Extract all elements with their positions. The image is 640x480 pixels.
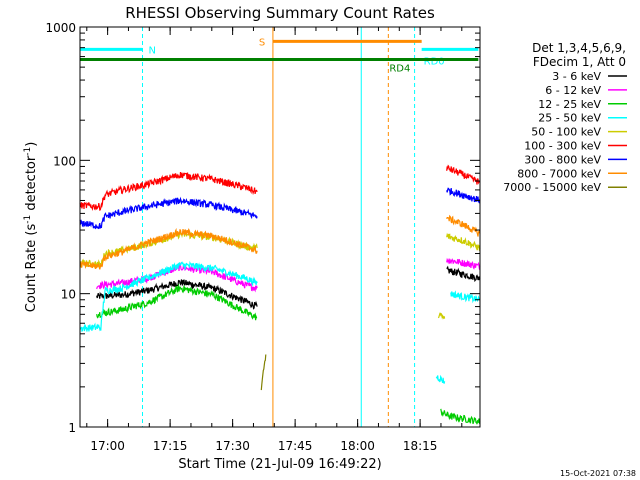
series-300-800-kev (79, 187, 481, 230)
data-series (79, 164, 481, 425)
series-line-2-0 (96, 283, 258, 321)
x-tick-label-1: 17:15 (153, 439, 188, 453)
footer-timestamp: 15-Oct-2021 07:38 (560, 469, 636, 478)
legend: Det 1,3,4,5,6,9, FDecim 1, Att 0 3 - 6 k… (503, 41, 627, 194)
vertical-lines (79, 27, 416, 427)
legend-entry-label: 800 - 7000 keV (517, 167, 601, 180)
y-tick-label-1: 10 (61, 288, 76, 302)
flag-bars: N S RD0 RD4 (80, 37, 479, 75)
legend-entry-label: 50 - 100 keV (531, 126, 601, 139)
legend-entry: 6 - 12 keV (545, 84, 627, 97)
legend-entry: 7000 - 15000 keV (503, 181, 627, 194)
legend-entry-label: 6 - 12 keV (545, 84, 601, 97)
series-12-25-kev (96, 283, 481, 425)
series-line-4-1 (437, 312, 446, 320)
legend-entry-label: 100 - 300 keV (524, 140, 601, 153)
legend-header-detectors: Det 1,3,4,5,6,9, (532, 41, 626, 55)
series-25-50-kev (79, 260, 481, 384)
legend-entry-label: 12 - 25 keV (538, 98, 601, 111)
y-axis: 1 10 100 1000 (45, 21, 480, 435)
legend-entry: 50 - 100 keV (531, 126, 627, 139)
chart-title: RHESSI Observing Summary Count Rates (125, 4, 435, 22)
series-line-2-1 (440, 408, 481, 425)
flag-label-n: N (149, 45, 156, 56)
series-line-5-1 (446, 164, 481, 185)
series-line-7-1 (446, 214, 481, 237)
series-line-0-1 (446, 265, 481, 283)
legend-entry: 800 - 7000 keV (517, 167, 627, 180)
legend-entry-label: 25 - 50 keV (538, 112, 601, 125)
series-800-7000-kev (79, 214, 481, 270)
legend-entry-label: 300 - 800 keV (524, 153, 601, 166)
series-line-0-0 (96, 279, 258, 310)
flag-label-rd4: RD4 (389, 64, 410, 75)
series-line-6-1 (446, 187, 481, 204)
series-line-6-0 (79, 196, 258, 230)
series-line-4-2 (446, 232, 481, 251)
x-tick-label-5: 18:15 (403, 439, 438, 453)
legend-entry: 100 - 300 keV (524, 140, 627, 153)
plot-frame (79, 26, 481, 428)
legend-entry: 3 - 6 keV (552, 70, 627, 83)
y-tick-label-0: 1 (68, 421, 76, 435)
plot-layers: N S RD0 RD4 (79, 27, 481, 427)
series-line-7-0 (79, 227, 258, 270)
series-line-8-0 (260, 354, 267, 391)
flag-label-rd0: RD0 (424, 56, 445, 67)
legend-entry: 300 - 800 keV (524, 153, 627, 166)
series-line-5-0 (79, 172, 258, 211)
x-tick-label-0: 17:00 (90, 439, 125, 453)
x-tick-label-3: 17:45 (278, 439, 313, 453)
series-line-3-0 (79, 260, 258, 332)
legend-entry: 12 - 25 keV (538, 98, 627, 111)
legend-entry-label: 3 - 6 keV (552, 70, 601, 83)
flag-label-s: S (259, 37, 265, 48)
series-3-6-kev (96, 265, 481, 310)
legend-entry: 25 - 50 keV (538, 112, 627, 125)
series-line-1-1 (446, 257, 481, 270)
x-axis-label: Start Time (21-Jul-09 16:49:22) (178, 457, 381, 472)
series-100-300-kev (79, 164, 481, 211)
x-tick-label-2: 17:30 (215, 439, 250, 453)
series-line-3-1 (435, 374, 446, 384)
x-tick-label-4: 18:00 (340, 439, 375, 453)
legend-header-fdecim: FDecim 1, Att 0 (533, 55, 626, 69)
y-axis-label: Count Rate (s-1 detector-1) (23, 142, 39, 313)
y-tick-label-2: 100 (53, 154, 76, 168)
series-7000-15000-kev (260, 354, 267, 391)
legend-entry-label: 7000 - 15000 keV (503, 181, 601, 194)
x-axis: 17:00 17:15 17:30 17:45 18:00 18:15 (86, 27, 463, 453)
y-tick-label-3: 1000 (45, 21, 76, 35)
